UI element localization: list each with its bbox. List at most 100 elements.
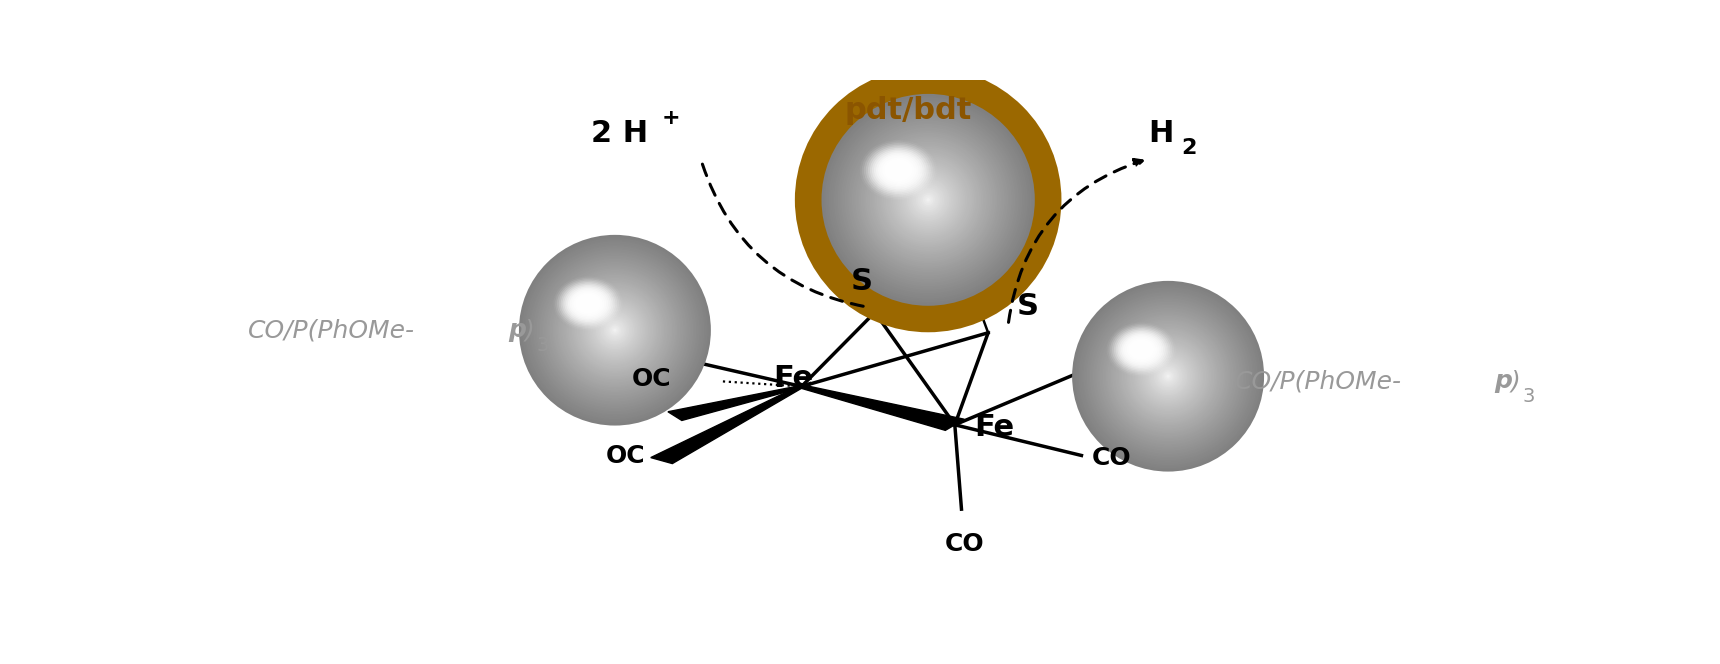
Ellipse shape <box>521 236 709 424</box>
Text: ): ) <box>1510 369 1520 393</box>
Ellipse shape <box>1127 338 1156 361</box>
Ellipse shape <box>578 293 652 367</box>
Ellipse shape <box>592 306 638 354</box>
Ellipse shape <box>590 305 640 356</box>
Ellipse shape <box>795 67 1061 332</box>
Ellipse shape <box>910 182 946 218</box>
Ellipse shape <box>1090 298 1247 454</box>
Ellipse shape <box>891 163 965 237</box>
Ellipse shape <box>832 104 1023 295</box>
Ellipse shape <box>1116 325 1219 427</box>
Ellipse shape <box>566 281 664 379</box>
Ellipse shape <box>857 129 999 270</box>
Ellipse shape <box>1142 351 1194 402</box>
Ellipse shape <box>574 293 600 313</box>
Ellipse shape <box>599 314 631 346</box>
Ellipse shape <box>927 198 931 202</box>
Ellipse shape <box>1097 306 1238 446</box>
Ellipse shape <box>1137 345 1201 408</box>
Ellipse shape <box>1159 367 1178 386</box>
Ellipse shape <box>580 295 650 365</box>
Ellipse shape <box>537 252 693 408</box>
Ellipse shape <box>894 167 903 173</box>
Ellipse shape <box>850 122 1006 278</box>
Ellipse shape <box>1123 332 1213 421</box>
Ellipse shape <box>561 282 616 325</box>
Ellipse shape <box>1154 362 1182 390</box>
Ellipse shape <box>1125 337 1158 363</box>
Ellipse shape <box>557 279 619 328</box>
Ellipse shape <box>913 186 943 214</box>
Ellipse shape <box>1127 335 1209 418</box>
Ellipse shape <box>888 159 968 240</box>
Ellipse shape <box>838 110 1018 290</box>
Ellipse shape <box>1151 359 1185 394</box>
Ellipse shape <box>1077 286 1259 467</box>
Ellipse shape <box>882 154 974 246</box>
Ellipse shape <box>886 161 910 180</box>
Ellipse shape <box>1158 365 1180 387</box>
Ellipse shape <box>562 284 614 323</box>
Ellipse shape <box>1101 309 1235 443</box>
Ellipse shape <box>612 327 617 333</box>
Ellipse shape <box>893 165 963 235</box>
Ellipse shape <box>1152 361 1183 392</box>
Ellipse shape <box>580 296 597 311</box>
Text: OC: OC <box>631 367 671 391</box>
Ellipse shape <box>554 270 676 390</box>
Ellipse shape <box>587 301 643 359</box>
Ellipse shape <box>1111 319 1226 434</box>
Ellipse shape <box>884 155 972 244</box>
Ellipse shape <box>898 170 958 230</box>
Ellipse shape <box>1120 333 1163 367</box>
Ellipse shape <box>905 177 951 223</box>
Ellipse shape <box>547 264 683 397</box>
Ellipse shape <box>583 299 593 308</box>
Ellipse shape <box>1118 331 1164 368</box>
Ellipse shape <box>576 292 654 369</box>
Ellipse shape <box>903 175 953 224</box>
Ellipse shape <box>564 285 612 322</box>
Ellipse shape <box>1075 284 1261 468</box>
Text: pdt/bdt: pdt/bdt <box>845 96 972 125</box>
Ellipse shape <box>891 164 906 177</box>
Ellipse shape <box>1123 335 1159 364</box>
Ellipse shape <box>893 165 905 175</box>
Ellipse shape <box>908 181 948 219</box>
Ellipse shape <box>827 99 1030 301</box>
Ellipse shape <box>896 168 960 232</box>
Text: S: S <box>1017 291 1039 321</box>
Ellipse shape <box>853 125 1003 274</box>
Ellipse shape <box>1087 295 1250 457</box>
Ellipse shape <box>870 148 927 193</box>
Ellipse shape <box>569 286 660 374</box>
Ellipse shape <box>602 317 628 343</box>
Ellipse shape <box>862 141 934 199</box>
Ellipse shape <box>1113 321 1225 432</box>
Ellipse shape <box>1133 344 1149 355</box>
Ellipse shape <box>562 278 667 382</box>
Ellipse shape <box>573 292 602 315</box>
Ellipse shape <box>822 94 1035 306</box>
Ellipse shape <box>836 108 1020 291</box>
Ellipse shape <box>829 101 1027 299</box>
Ellipse shape <box>607 322 623 338</box>
Ellipse shape <box>1096 305 1240 448</box>
Ellipse shape <box>1103 311 1233 442</box>
Ellipse shape <box>1128 337 1207 416</box>
Ellipse shape <box>839 112 1017 288</box>
Text: CO/P(PhOMe-: CO/P(PhOMe- <box>1235 369 1402 393</box>
Ellipse shape <box>872 143 986 256</box>
Ellipse shape <box>1084 292 1252 460</box>
Ellipse shape <box>1125 333 1211 419</box>
Ellipse shape <box>1120 329 1216 424</box>
Ellipse shape <box>1144 353 1192 400</box>
Ellipse shape <box>1121 330 1214 422</box>
Ellipse shape <box>549 265 681 395</box>
Ellipse shape <box>525 241 705 419</box>
Text: ): ) <box>525 318 533 342</box>
Ellipse shape <box>578 295 599 312</box>
Ellipse shape <box>1132 343 1151 357</box>
Ellipse shape <box>915 187 941 212</box>
Ellipse shape <box>1135 345 1147 354</box>
